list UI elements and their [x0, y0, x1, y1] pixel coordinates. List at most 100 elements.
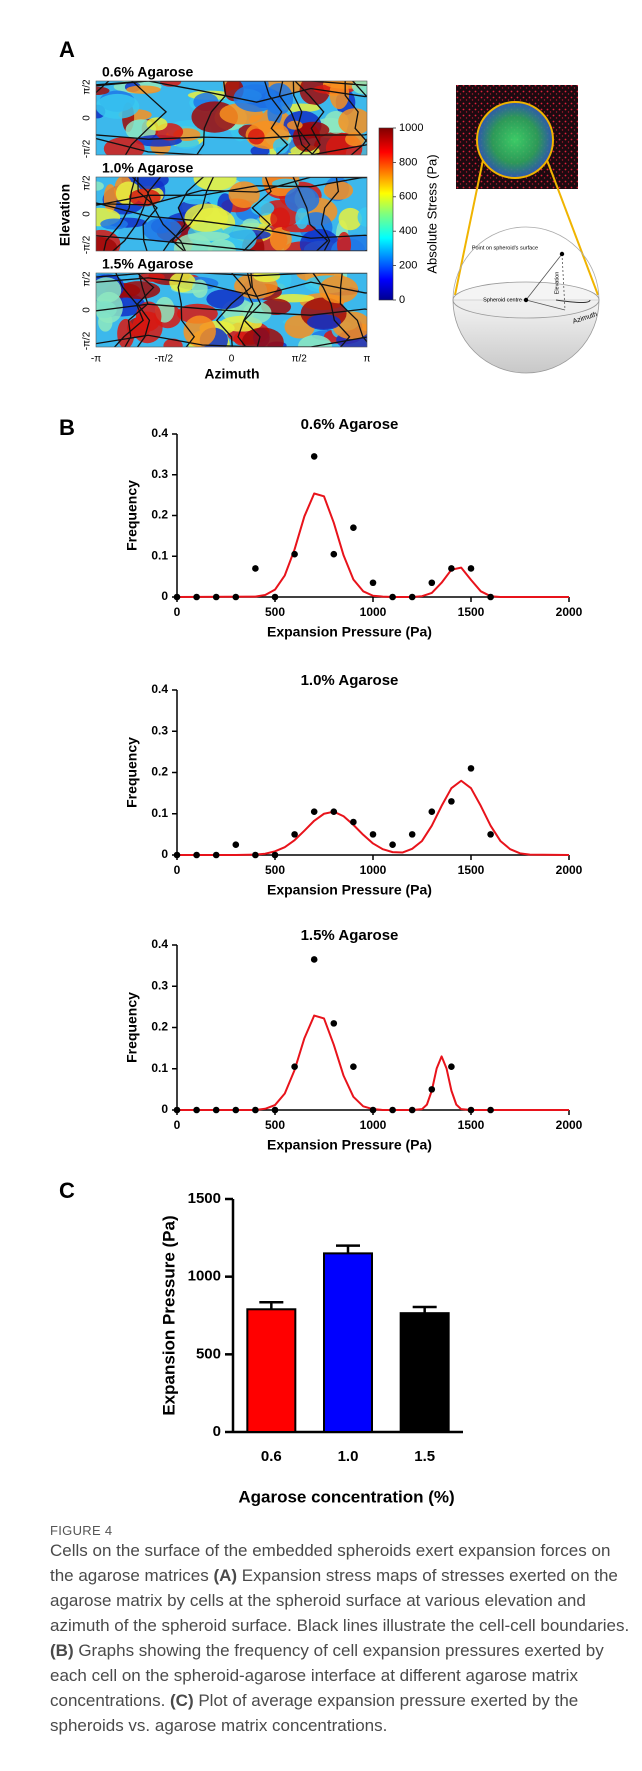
- stress-blob: [357, 207, 367, 227]
- bar: [399, 1312, 450, 1434]
- stress-blob: [184, 203, 229, 232]
- map-ytick-label: -π/2: [82, 331, 93, 350]
- data-point: [428, 579, 436, 587]
- colorbar-tick-label: 400: [399, 225, 417, 237]
- map-xtick-label: -π: [91, 354, 101, 365]
- y-tick-label: 0.3: [151, 723, 168, 737]
- data-point: [350, 524, 357, 532]
- x-axis-label: Expansion Pressure (Pa): [267, 882, 432, 898]
- map-frame: [95, 176, 368, 252]
- fit-line: [177, 779, 570, 856]
- map-title: 0.6% Agarose: [102, 64, 194, 80]
- data-point: [369, 1106, 377, 1114]
- data-point: [271, 593, 279, 601]
- stress-blob: [183, 196, 210, 205]
- cell-boundary: [278, 81, 311, 155]
- data-point: [291, 550, 298, 558]
- azimuth-arrow: [555, 299, 591, 303]
- stress-blob: [126, 85, 161, 94]
- data-point: [408, 593, 416, 601]
- map-frame: [95, 80, 368, 156]
- data-point: [487, 593, 494, 601]
- map-ytick-label: 0: [82, 307, 93, 313]
- data-point: [271, 1106, 279, 1114]
- data-point: [369, 579, 377, 587]
- cell-boundary: [294, 81, 325, 155]
- data-point: [212, 1106, 220, 1114]
- stress-blob: [100, 218, 128, 230]
- azimuth-line: [525, 299, 566, 311]
- caption-text: Plot of average expansion pressure exert…: [50, 1691, 579, 1735]
- y-tick-label: 0: [213, 1423, 221, 1440]
- data-point: [173, 851, 181, 859]
- data-point: [232, 841, 240, 848]
- y-tick-label: 0.4: [151, 937, 168, 951]
- x-tick-label: 2000: [556, 605, 583, 619]
- colorbar: [378, 127, 394, 301]
- data-point: [330, 808, 338, 815]
- data-point: [448, 565, 455, 572]
- centre-dot: [523, 297, 529, 303]
- x-tick-label: 0: [174, 605, 181, 619]
- stress-blob: [250, 200, 275, 216]
- panel-label: C: [59, 1178, 75, 1203]
- data-point: [173, 593, 181, 601]
- map-title: 1.5% Agarose: [102, 256, 194, 272]
- data-point: [389, 1106, 396, 1114]
- map-xtick-label: 0: [229, 354, 235, 365]
- data-point: [193, 593, 200, 601]
- zoom-line: [454, 159, 484, 296]
- map-frame: [95, 272, 368, 348]
- stress-blob: [228, 181, 260, 209]
- data-point: [369, 831, 377, 838]
- data-point: [212, 851, 220, 859]
- stress-blob: [338, 207, 362, 231]
- cell-boundary: [162, 177, 215, 251]
- y-tick-label: 1000: [188, 1268, 221, 1285]
- stress-blob: [295, 207, 309, 230]
- stress-blob: [318, 275, 359, 304]
- stress-blob: [270, 207, 291, 231]
- caption-text: Cells on the surface of the embedded sph…: [50, 1541, 611, 1585]
- figure-label: FIGURE 4: [50, 1523, 113, 1538]
- x-axis-label: Expansion Pressure (Pa): [267, 624, 432, 640]
- y-tick-label: 0: [161, 589, 168, 603]
- map-ytick-label: -π/2: [82, 139, 93, 158]
- cell-boundary: [96, 137, 367, 155]
- data-point: [310, 956, 318, 963]
- stress-blob: [169, 273, 196, 293]
- data-point: [408, 831, 416, 838]
- y-axis-label: Expansion Pressure (Pa): [159, 1215, 178, 1415]
- caption-ref: (B): [50, 1641, 74, 1660]
- diagram-label: Elevation: [554, 272, 560, 295]
- data-point: [252, 851, 259, 859]
- panel-label: B: [59, 415, 75, 440]
- chart-title: 1.0% Agarose: [301, 672, 399, 689]
- stress-blob: [241, 327, 284, 347]
- y-tick-label: 0.3: [151, 467, 168, 481]
- spheroid-image: [477, 102, 553, 178]
- stress-blob: [307, 314, 341, 330]
- x-tick-label: 1000: [360, 1118, 387, 1132]
- cell-boundary: [263, 81, 289, 155]
- data-point: [350, 818, 357, 826]
- x-tick-label: 1000: [360, 863, 387, 877]
- x-axis-label: Expansion Pressure (Pa): [267, 1137, 432, 1153]
- spheroid-diagram: Point on spheroid's surface Spheroid cen…: [452, 85, 600, 374]
- stress-blob: [146, 117, 168, 131]
- point-dot: [559, 251, 565, 257]
- data-point: [448, 798, 455, 805]
- cell-boundary: [96, 133, 367, 140]
- data-point: [291, 831, 298, 838]
- caption-text: Expansion stress maps of stresses exerte…: [50, 1566, 630, 1635]
- x-tick-label: 0.6: [261, 1448, 282, 1465]
- cell-boundary: [215, 273, 252, 347]
- cell-boundary: [136, 273, 155, 347]
- cell-boundary: [339, 273, 367, 343]
- cell-boundary: [103, 177, 137, 251]
- map-ytick-label: π/2: [82, 271, 93, 287]
- x-tick-label: 1500: [458, 863, 485, 877]
- y-tick-label: 0.4: [151, 426, 168, 440]
- radius: [525, 253, 563, 301]
- cell-boundary: [96, 334, 367, 347]
